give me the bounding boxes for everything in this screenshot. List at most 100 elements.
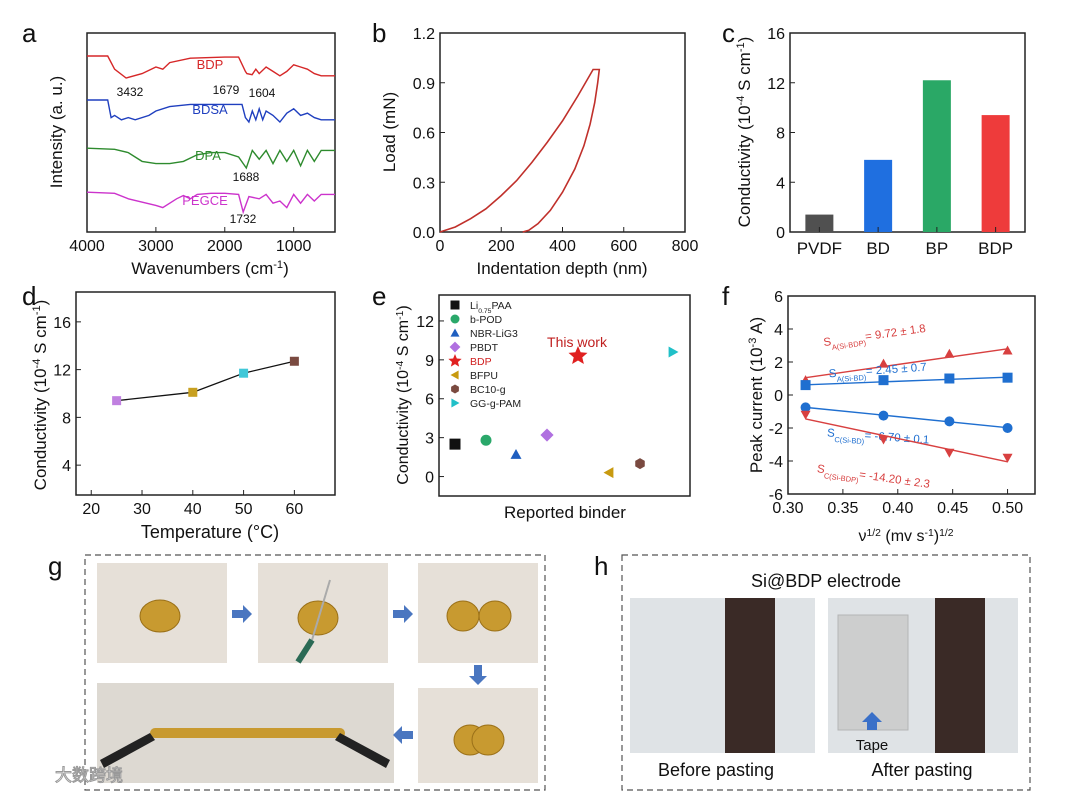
x-axis-label: Temperature (°C) xyxy=(141,522,279,542)
panel-label-h: h xyxy=(594,551,608,581)
y-tick-label: 2 xyxy=(774,355,783,372)
peak-annotation: 3432 xyxy=(117,85,144,99)
watermark: 大数跨境 xyxy=(55,766,123,785)
tweezer-left-icon xyxy=(100,733,155,768)
subscript: A(Si-BD) xyxy=(837,372,868,383)
label-text: GG-g-PAM xyxy=(470,398,521,410)
x-tick-label: 0.35 xyxy=(827,500,858,517)
panel-label-g: g xyxy=(48,551,62,581)
data-point xyxy=(188,387,198,397)
label-text: Li xyxy=(470,300,478,312)
x-tick-label: 3000 xyxy=(138,238,174,255)
panel-e-frame xyxy=(438,294,691,497)
gel-sample xyxy=(139,599,181,633)
label-text: S xyxy=(828,368,837,381)
gel-sample xyxy=(446,600,480,632)
y-tick-label: 0 xyxy=(425,470,434,487)
bar-pvdf xyxy=(805,214,834,232)
point-b-pod xyxy=(480,434,492,446)
point-pbdt xyxy=(540,428,554,442)
data-point xyxy=(944,416,955,427)
supscript: -1 xyxy=(31,305,43,315)
legend-marker xyxy=(449,341,461,353)
x-tick-label: 0.30 xyxy=(772,500,803,517)
bar-bp xyxy=(922,80,951,232)
y-tick-label: 4 xyxy=(62,458,71,475)
y-axis-label: Conductivity (10-4 S cm-1) xyxy=(735,37,754,228)
panel-label-c: c xyxy=(722,18,735,48)
label-text: S cm xyxy=(31,315,50,358)
data-point xyxy=(289,356,299,366)
label-text: (mv s xyxy=(881,528,925,545)
label-text: S cm xyxy=(735,52,754,95)
data-point xyxy=(1002,453,1013,463)
point-gg-g-pam xyxy=(668,346,679,358)
point-nbr-lig3 xyxy=(510,449,522,459)
category-label: BP xyxy=(926,239,949,258)
y-tick-label: 12 xyxy=(767,76,785,93)
electrode-strip xyxy=(935,598,985,753)
peak-annotation: 1679 xyxy=(213,83,240,97)
label-text: ) xyxy=(735,37,754,43)
x-tick-label: 1000 xyxy=(276,238,312,255)
y-axis-label: Peak current (10-3 A) xyxy=(747,317,766,473)
data-point xyxy=(878,358,889,368)
electrode-strip xyxy=(725,598,775,753)
y-tick-label: 8 xyxy=(776,126,785,143)
subscript: C(Si-BDP) xyxy=(823,471,859,485)
stretched-gel xyxy=(150,728,345,738)
tape-label: Tape xyxy=(856,737,889,754)
series-label: BDSA xyxy=(192,102,228,117)
y-tick-label: 8 xyxy=(62,410,71,427)
label-text: BFPU xyxy=(470,370,498,382)
load-displacement-curve xyxy=(439,68,601,233)
legend-label: GG-g-PAM xyxy=(470,398,521,410)
y-tick-label: 12 xyxy=(53,363,71,380)
label-text: = 9.72 ± 1.8 xyxy=(864,323,926,343)
y-tick-label: 1.2 xyxy=(413,26,435,43)
label-text: b-POD xyxy=(470,314,503,326)
label-text: ν xyxy=(858,528,866,545)
x-tick-label: 20 xyxy=(82,501,100,518)
supscript: 1/2 xyxy=(939,528,954,539)
label-text: BDP xyxy=(470,356,492,368)
y-tick-label: -4 xyxy=(769,454,783,471)
x-tick-label: 4000 xyxy=(69,238,105,255)
blade-icon xyxy=(311,579,331,641)
y-tick-label: 0.0 xyxy=(413,225,435,242)
caption-before: Before pasting xyxy=(658,760,774,780)
arrow-right-icon xyxy=(232,605,252,623)
blade-handle-icon xyxy=(295,638,315,664)
legend-marker xyxy=(450,314,460,324)
x-tick-label: 2000 xyxy=(207,238,243,255)
point-bc10-g xyxy=(635,458,645,470)
x-axis-label: Wavenumbers (cm-1) xyxy=(131,259,289,278)
before-pasting-photo xyxy=(630,598,815,753)
label-text: S xyxy=(827,427,836,440)
tape-residue xyxy=(837,614,909,731)
supscript: -3 xyxy=(747,338,759,348)
legend-marker xyxy=(450,370,459,380)
y-tick-label: 9 xyxy=(425,353,434,370)
label-text: Peak current (10 xyxy=(747,347,766,473)
series-label: PEGCE xyxy=(182,193,228,208)
panel-a-frame xyxy=(86,32,336,233)
legend-marker xyxy=(450,300,460,310)
y-tick-label: 6 xyxy=(425,392,434,409)
this-work-annotation: This work xyxy=(547,334,608,350)
label-text: Wavenumbers (cm xyxy=(131,259,273,278)
panel-h-frame xyxy=(621,554,1031,791)
supscript: 1/2 xyxy=(866,528,881,539)
gel-sample xyxy=(471,724,505,756)
data-point xyxy=(239,368,249,378)
y-tick-label: 3 xyxy=(425,431,434,448)
data-point xyxy=(800,380,811,391)
label-text: A) xyxy=(747,317,766,338)
data-point xyxy=(944,348,955,358)
y-tick-label: 6 xyxy=(774,289,783,306)
label-text: ) xyxy=(283,259,289,278)
data-point xyxy=(944,448,955,458)
fit-line xyxy=(805,348,1008,379)
bar-bdp xyxy=(981,115,1010,232)
